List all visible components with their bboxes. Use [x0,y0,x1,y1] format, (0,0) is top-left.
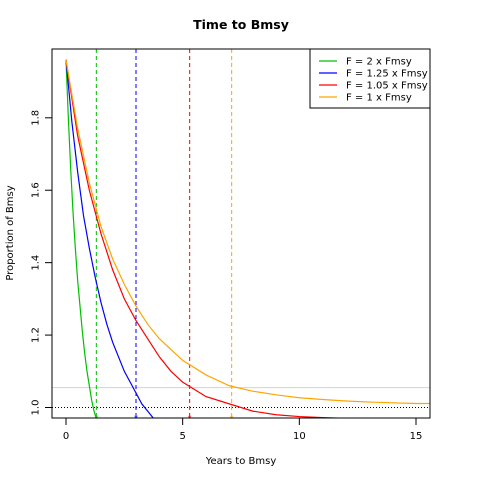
legend-label-3: F = 1 x Fmsy [346,93,412,104]
series-line-1 [65,59,154,418]
legend-label-2: F = 1.05 x Fmsy [346,81,428,92]
y-tick-label: 1.0 [31,400,42,416]
y-axis-label: Proportion of Bmsy [5,185,16,280]
axes: 0 5 10 15 1.0 1.2 1.4 1.6 1.8 [31,110,423,442]
y-tick-label: 1.8 [31,110,42,126]
series-line-3 [65,59,430,405]
legend-label-1: F = 1.25 x Fmsy [346,69,428,80]
reference-lines [52,49,430,418]
y-tick-label: 1.6 [31,182,42,198]
legend-label-0: F = 2 x Fmsy [346,57,412,68]
x-tick-label: 0 [63,431,69,442]
plot-frame [51,48,431,419]
x-tick-label: 15 [410,431,423,442]
x-tick-label: 5 [179,431,185,442]
y-tick-label: 1.4 [31,255,42,271]
legend-box [309,48,431,109]
x-tick-label: 10 [293,431,306,442]
x-axis-label: Years to Bmsy [205,456,277,467]
chart-title: Time to Bmsy [193,17,289,32]
series-layer [65,59,430,418]
series-line-0 [65,59,97,418]
y-tick-label: 1.2 [31,327,42,343]
series-line-2 [65,59,347,418]
